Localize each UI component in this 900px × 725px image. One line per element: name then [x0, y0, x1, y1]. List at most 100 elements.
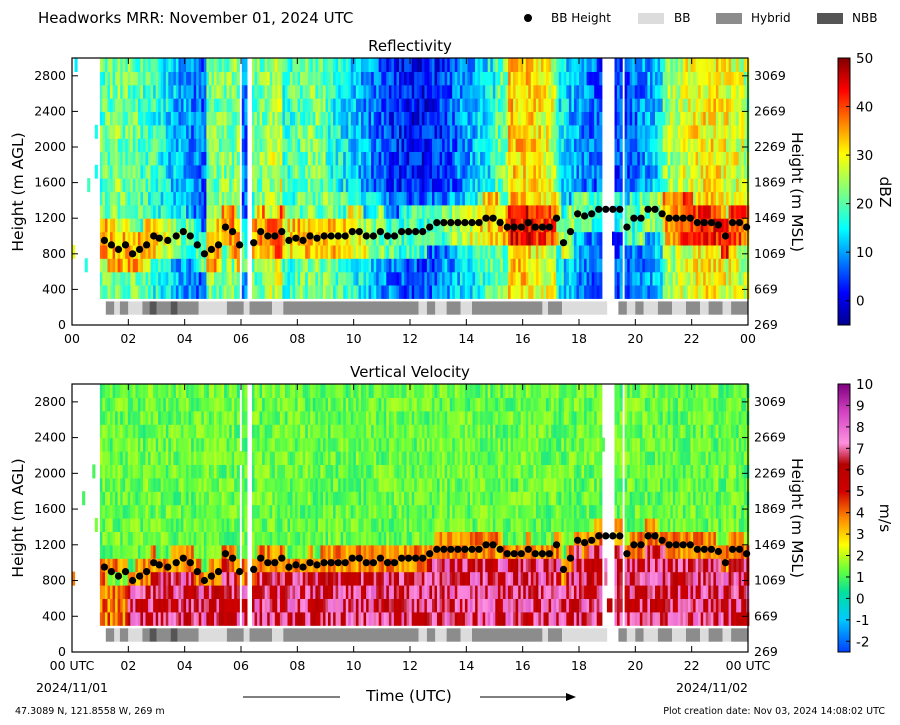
- footer-creation-date: Plot creation date: Nov 03, 2024 14:08:0…: [663, 706, 885, 717]
- y-right-tick-label: 269: [754, 644, 778, 659]
- y-tick-label: 2800: [34, 68, 66, 83]
- bb-height-point: [114, 245, 123, 253]
- bb-height-point: [552, 541, 561, 549]
- bb-height-point: [143, 241, 151, 249]
- bb-height-point: [285, 563, 293, 571]
- y-right-tick-label: 1069: [754, 573, 786, 588]
- legend-swatch-bb: [638, 13, 664, 24]
- y-right-tick-label: 2269: [754, 465, 786, 480]
- bb-height-point: [334, 559, 342, 567]
- x-tick-label: 04: [177, 331, 193, 346]
- bb-height-point: [616, 532, 624, 540]
- bb-height-point: [390, 232, 399, 240]
- bb-height-point: [679, 214, 687, 222]
- bb-height-point: [114, 572, 123, 580]
- bb-height-point: [623, 223, 631, 231]
- bb-height-point: [707, 219, 716, 227]
- bb-segment-hybrid: [177, 301, 199, 315]
- ylabel-right-velocity: Height (m MSL): [788, 458, 806, 578]
- heatmap-vel: [72, 384, 750, 626]
- bb-height-point: [545, 223, 554, 231]
- bb-height-point: [743, 550, 751, 558]
- bb-height-point: [440, 219, 448, 227]
- bb-height-point: [566, 228, 575, 236]
- bb-height-point: [531, 550, 539, 558]
- bb-segment-hybrid: [618, 301, 627, 315]
- bb-segment-hybrid: [472, 301, 543, 315]
- bb-segment-bb: [243, 301, 250, 315]
- bb-height-point: [581, 212, 589, 220]
- bb-height-point: [271, 232, 279, 240]
- bb-segment-hybrid: [635, 301, 644, 315]
- bb-height-point: [616, 205, 624, 213]
- bb-height-point: [150, 559, 158, 567]
- bb-segment-bb: [272, 628, 284, 642]
- bb-height-point: [496, 219, 504, 227]
- bb-height-point: [637, 541, 645, 549]
- bb-height-point: [376, 554, 384, 562]
- bb-height-point: [644, 532, 652, 540]
- bb-segment-hybrid: [686, 628, 701, 642]
- bb-height-point: [143, 568, 151, 576]
- colorbar-tick-label: 10: [856, 245, 873, 261]
- y-tick-label: 2000: [34, 139, 66, 154]
- bb-height-point: [574, 210, 582, 218]
- bb-height-point: [193, 241, 201, 249]
- bb-height-point: [292, 234, 300, 242]
- bb-height-point: [595, 532, 603, 540]
- y-tick-label: 1600: [34, 501, 66, 516]
- bb-height-point: [665, 541, 673, 549]
- bb-height-point: [503, 223, 511, 231]
- bb-height-point: [412, 228, 420, 236]
- bb-height-point: [574, 536, 582, 544]
- bb-height-point: [221, 223, 230, 231]
- bb-height-point: [419, 228, 427, 236]
- bb-height-point: [559, 239, 568, 247]
- legend-label-nbb: NBB: [852, 11, 878, 25]
- bb-height-point: [229, 228, 237, 236]
- bb-height-point: [136, 245, 144, 253]
- bb-height-point: [129, 576, 137, 585]
- bb-height-point: [447, 545, 455, 553]
- bb-height-point: [588, 536, 596, 544]
- bb-segment-bb: [460, 301, 472, 315]
- bb-height-point: [405, 228, 413, 236]
- bb-height-point: [257, 554, 265, 562]
- bb-height-point: [461, 545, 469, 553]
- bb-segment-bb: [672, 628, 687, 642]
- bb-height-point: [630, 214, 638, 222]
- bb-height-point: [447, 219, 455, 227]
- bb-height-point: [602, 205, 610, 213]
- bb-segment-hybrid: [731, 301, 748, 315]
- bb-height-point: [658, 210, 666, 218]
- colorbar-tick-label: 6: [856, 463, 865, 479]
- bb-height-point: [686, 214, 694, 222]
- bb-height-point: [609, 532, 617, 540]
- bb-height-point: [559, 565, 568, 574]
- bb-height-point: [552, 214, 561, 222]
- y-tick-label: 2800: [34, 394, 66, 409]
- bb-height-point: [609, 205, 617, 213]
- bb-height-point: [686, 541, 694, 549]
- bb-height-point: [207, 572, 215, 580]
- bb-height-point: [461, 219, 469, 227]
- bb-height-point: [100, 563, 108, 571]
- bb-height-point: [355, 554, 363, 562]
- bb-height-point: [489, 541, 497, 549]
- bb-height-point: [299, 563, 307, 571]
- legend-swatch-hybrid: [716, 13, 742, 24]
- footer-location: 47.3089 N, 121.8558 W, 269 m: [15, 706, 165, 717]
- bb-height-point: [398, 554, 406, 562]
- bb-segment-hybrid: [142, 301, 150, 315]
- bb-height-point: [454, 219, 462, 227]
- bb-segment-hybrid: [105, 628, 115, 642]
- bb-segment-bb: [435, 628, 447, 642]
- x-tick-label: 12: [402, 658, 418, 673]
- bb-segment-bb: [198, 301, 227, 315]
- bb-height-point: [489, 214, 497, 222]
- y-tick-label: 400: [42, 608, 66, 623]
- x-tick-label: 00 UTC: [726, 658, 771, 673]
- bb-height-point: [306, 232, 314, 240]
- bb-segment-hybrid: [177, 628, 199, 642]
- y-right-tick-label: 3069: [754, 394, 786, 409]
